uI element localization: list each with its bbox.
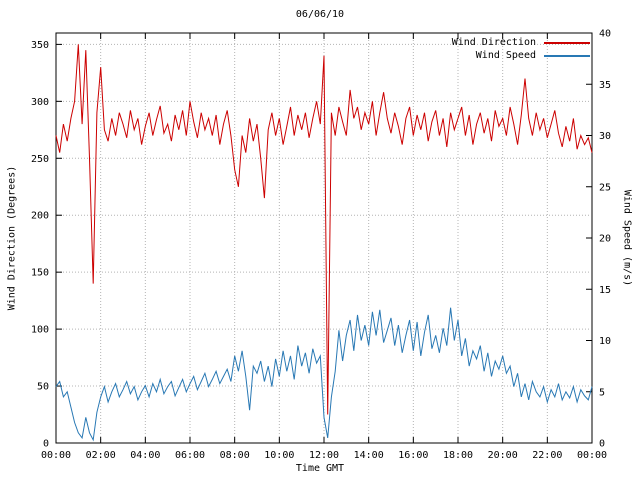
chart-title: 06/06/10	[295, 9, 345, 20]
y-left-tick-label: 0	[43, 439, 49, 450]
y-right-tick-label: 20	[599, 234, 611, 245]
x-tick-label: 10:00	[264, 450, 294, 461]
y-right-tick-label: 5	[599, 387, 605, 398]
x-tick-label: 12:00	[309, 450, 339, 461]
legend-label-wind-speed: Wind Speed	[475, 50, 536, 61]
series-line-wind-speed	[55, 307, 593, 442]
x-tick-label: 16:00	[398, 450, 428, 461]
y-left-tick-label: 50	[37, 382, 49, 393]
y-left-tick-label: 100	[31, 325, 49, 336]
x-tick-label: 00:00	[41, 450, 71, 461]
y-right-tick-label: 15	[599, 285, 611, 296]
x-tick-label: 20:00	[488, 450, 518, 461]
x-tick-label: 14:00	[354, 450, 384, 461]
legend-item-wind-direction: Wind Direction	[452, 36, 590, 49]
y-left-tick-label: 250	[31, 154, 49, 165]
y-left-tick-label: 200	[31, 211, 49, 222]
y-right-tick-label: 0	[599, 439, 605, 450]
x-tick-label: 00:00	[577, 450, 607, 461]
x-axis-label: Time GMT	[295, 463, 345, 474]
x-tick-label: 04:00	[130, 450, 160, 461]
y-left-tick-label: 350	[31, 40, 49, 51]
y-right-tick-label: 10	[599, 336, 611, 347]
y-left-tick-label: 300	[31, 97, 49, 108]
legend: Wind Direction Wind Speed	[452, 36, 590, 62]
x-tick-label: 02:00	[86, 450, 116, 461]
y-right-tick-label: 30	[599, 131, 611, 142]
y-right-tick-label: 25	[599, 182, 611, 193]
legend-sample	[544, 41, 590, 44]
y-axis-label-right: Wind Speed (m/s)	[621, 189, 633, 287]
y-right-tick-label: 40	[599, 29, 611, 40]
legend-item-wind-speed: Wind Speed	[452, 49, 590, 62]
legend-label-wind-direction: Wind Direction	[451, 37, 536, 48]
plot-border	[55, 32, 593, 444]
series-line-wind-direction	[55, 44, 593, 415]
x-tick-label: 06:00	[175, 450, 205, 461]
legend-sample	[544, 54, 590, 57]
x-tick-label: 08:00	[220, 450, 250, 461]
y-right-tick-label: 35	[599, 80, 611, 91]
x-tick-label: 18:00	[443, 450, 473, 461]
y-axis-label-left: Wind Direction (Degrees)	[6, 165, 18, 311]
y-left-tick-label: 150	[31, 268, 49, 279]
x-tick-label: 22:00	[532, 450, 562, 461]
